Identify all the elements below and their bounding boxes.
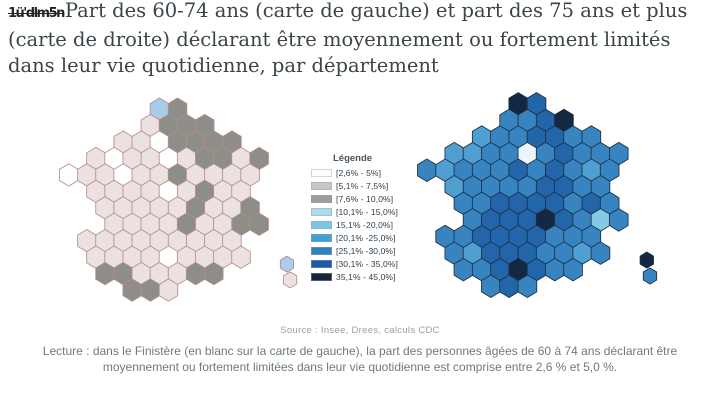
department-tile <box>231 245 251 269</box>
department-tile <box>59 163 79 187</box>
choropleth-map-75-plus <box>417 92 658 298</box>
legend-item: 15,1% -20,0%] <box>311 220 421 230</box>
department-tile <box>158 278 179 302</box>
legend-item: [20,1% -25,0%] <box>311 233 421 243</box>
legend-label: [5,1% - 7,5%] <box>336 181 389 191</box>
legend-item: 35,1% - 45,0%] <box>311 272 421 282</box>
department-tile <box>279 255 295 273</box>
legend-label: 15,1% -20,0%] <box>336 220 394 230</box>
legend-item: [30,1% - 35,0%] <box>311 259 421 269</box>
department-tile <box>283 271 298 289</box>
legend-label: [2,6% - 5%] <box>336 168 382 178</box>
figure-title-text: Part des 60-74 ans (carte de gauche) et … <box>8 0 688 77</box>
legend-swatch <box>311 208 332 216</box>
legend-label: [20,1% -25,0%] <box>336 233 396 243</box>
legend-swatch <box>311 247 332 255</box>
choropleth-map-60-74 <box>59 97 298 302</box>
legend-swatch <box>311 169 332 177</box>
department-tile <box>642 267 658 285</box>
department-tile <box>204 261 224 286</box>
legend-item: [5,1% - 7,5%] <box>311 181 421 191</box>
source-note: Source : Insee, Drees, calculs CDC <box>280 325 440 336</box>
legend-title: Légende <box>333 153 373 164</box>
legend-swatch <box>311 273 332 281</box>
legend-item: [10,1% - 15,0%] <box>311 207 421 217</box>
legend-label: [10,1% - 15,0%] <box>336 207 398 217</box>
legend-label: [30,1% - 35,0%] <box>336 259 398 269</box>
legend-label: [25,1% -30,0%] <box>336 246 396 256</box>
legend-rows: [2,6% - 5%] [5,1% - 7,5%] [7,6% - 10,0%] [1… <box>311 168 421 282</box>
department-tile <box>563 257 583 282</box>
legend-label: 35,1% - 45,0%] <box>336 272 396 282</box>
department-tile <box>608 208 629 232</box>
legend: Légende [2,6% - 5%] [5,1% - 7,5%] [7,6% - … <box>311 153 421 286</box>
department-tile <box>249 212 269 236</box>
legend-item: [2,6% - 5%] <box>311 168 421 178</box>
garbled-figure-label: 1ü'dlm5n <box>8 6 65 21</box>
lecture-line-1: Lecture : dans le Finistère (en blanc su… <box>42 344 678 358</box>
figure-title: 1ü'dlm5nPart des 60-74 ans (carte de gau… <box>8 0 710 79</box>
legend-item: [25,1% -30,0%] <box>311 246 421 256</box>
legend-swatch <box>311 260 332 268</box>
department-tile <box>639 251 654 269</box>
department-tile <box>417 158 437 182</box>
lecture-line-2: moyennement ou fortement limitées dans l… <box>102 359 618 374</box>
department-tile <box>517 274 538 298</box>
legend-swatch <box>311 221 332 229</box>
legend-label: [7,6% - 10,0%] <box>336 194 394 204</box>
legend-swatch <box>311 182 332 190</box>
department-tile <box>590 241 611 265</box>
legend-item: [7,6% - 10,0%] <box>311 194 421 204</box>
lecture-note: Lecture : dans le Finistère (en blanc su… <box>10 344 710 375</box>
legend-swatch <box>311 195 332 203</box>
legend-swatch <box>311 234 332 242</box>
